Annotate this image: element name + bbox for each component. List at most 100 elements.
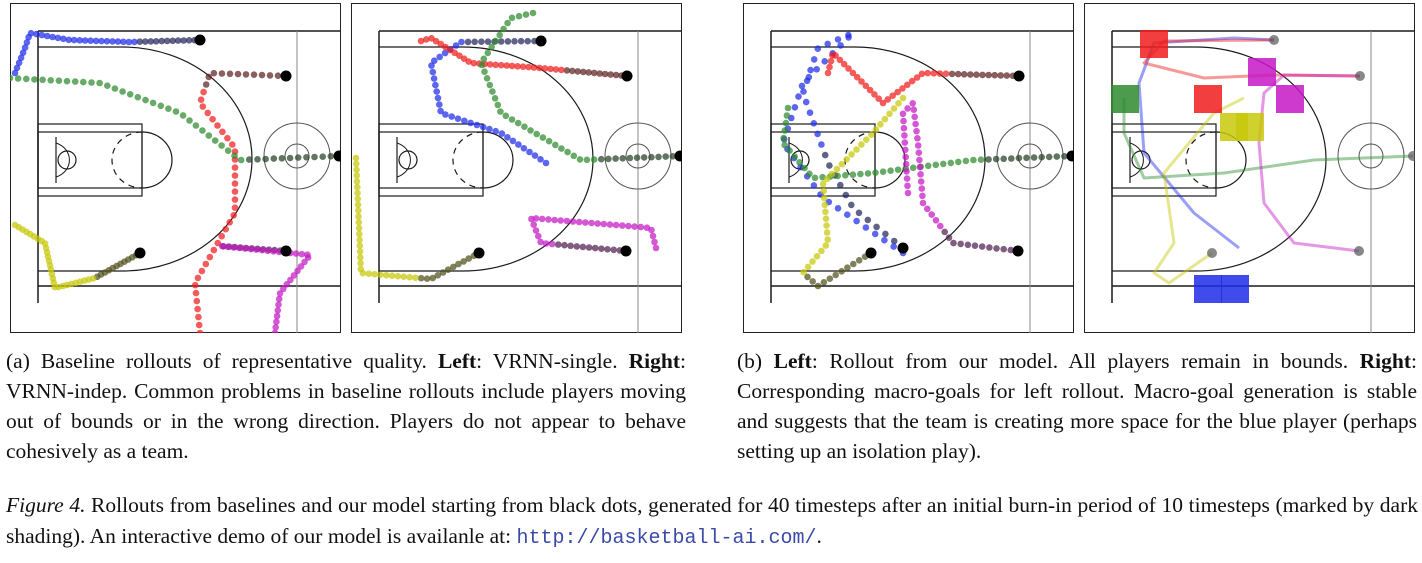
green-trajectory-point <box>879 168 887 175</box>
red-trajectory-point <box>231 188 239 195</box>
red-trajectory-point <box>826 63 833 71</box>
restricted-arc <box>788 142 803 178</box>
red-trajectory-point <box>894 88 901 96</box>
blue-trajectory-point <box>800 88 807 95</box>
green-trajectory-point <box>962 157 970 165</box>
yellow-trajectory-point <box>826 275 834 283</box>
blue-trajectory-point <box>871 230 879 238</box>
blue-trajectory-point <box>54 34 62 42</box>
magenta-trajectory-point <box>298 250 306 258</box>
red-trajectory-point <box>541 65 549 72</box>
magenta-trajectory-point <box>271 329 279 333</box>
green-macro-goal <box>1111 85 1139 113</box>
red-trajectory-point <box>258 71 266 79</box>
magenta-trajectory-point <box>924 205 931 213</box>
green-trajectory-point <box>327 153 335 160</box>
yellow-trajectory-point <box>406 273 413 281</box>
blue-path <box>1137 36 1275 250</box>
blue-trajectory-point <box>515 141 522 148</box>
green-trajectory-point <box>834 172 841 180</box>
green-trajectory-point <box>494 101 502 109</box>
red-trajectory-point <box>601 70 609 78</box>
green-trajectory-point <box>864 170 872 177</box>
yellow-trajectory-point <box>354 183 361 191</box>
magenta-trajectory-point <box>604 246 611 253</box>
demo-url-link[interactable]: http://basketball-ai.com/ <box>516 527 817 550</box>
yellow-trajectory-point <box>809 278 816 285</box>
court-plot-our-model <box>743 3 1074 333</box>
red-trajectory-point <box>198 267 206 275</box>
red-trajectory-point <box>1003 72 1011 79</box>
blue-trajectory-point <box>180 37 187 44</box>
green-trajectory-point <box>31 76 38 83</box>
magenta-trajectory-point <box>928 211 935 218</box>
magenta-trajectory-point <box>915 149 923 156</box>
caption-a-right-text: : VRNN-indep. Common problems in baselin… <box>6 349 686 463</box>
start-dot <box>1408 151 1415 161</box>
magenta-trajectory-point <box>594 220 601 227</box>
blue-trajectory-point <box>432 81 439 89</box>
red-path <box>1142 38 1361 80</box>
blue-trajectory-point <box>511 38 518 45</box>
blue-trajectory-point <box>65 36 73 44</box>
green-trajectory-point <box>605 155 612 163</box>
magenta-trajectory-point <box>899 110 907 118</box>
blue-trajectory-point <box>131 38 138 46</box>
green-trajectory-point <box>488 43 495 51</box>
magenta-trajectory-point <box>917 171 924 178</box>
green-trajectory-point <box>224 147 232 154</box>
red-trajectory-point <box>231 172 239 179</box>
magenta-trajectory-point <box>230 244 237 251</box>
yellow-trajectory-point <box>844 264 851 272</box>
green-trajectory-point <box>849 171 857 178</box>
green-trajectory-point <box>55 77 63 84</box>
yellow-trajectory-point <box>813 253 821 260</box>
green-trajectory-point <box>521 123 528 130</box>
magenta-trajectory-point <box>1007 246 1015 254</box>
yellow-trajectory-point <box>450 263 457 271</box>
magenta-trajectory-point <box>903 175 911 182</box>
yellow-trajectory-point <box>465 255 472 262</box>
red-trajectory-point <box>202 81 210 88</box>
magenta-trajectory-point <box>276 290 284 297</box>
magenta-trajectory-point <box>612 221 620 229</box>
blue-trajectory-point <box>844 211 851 218</box>
green-trajectory-point <box>508 14 516 22</box>
court-plot-macro-goals <box>1084 3 1415 333</box>
red-trajectory-point <box>827 57 835 65</box>
green-trajectory-point <box>781 141 788 149</box>
caption-a-left-label: Left <box>437 349 477 373</box>
magenta-trajectory-point <box>625 222 632 230</box>
macro-goals-panel <box>1084 3 1415 333</box>
yellow-trajectory-point <box>357 265 365 273</box>
green-trajectory-point <box>96 79 103 87</box>
green-trajectory-point <box>111 85 119 92</box>
free-throw-circle-dashed <box>111 131 143 189</box>
magenta-trajectory-point <box>545 216 552 223</box>
red-trajectory-point <box>428 35 435 42</box>
red-trajectory-point <box>858 78 865 85</box>
yellow-trajectory-point <box>822 242 830 249</box>
red-trajectory-point <box>204 109 211 117</box>
blue-trajectory-point <box>542 159 550 167</box>
green-trajectory-point <box>319 153 327 160</box>
magenta-trajectory-point <box>971 242 979 249</box>
yellow-trajectory-point <box>356 242 364 249</box>
magenta-trajectory-point <box>900 117 907 125</box>
yellow-trajectory-point <box>886 110 893 118</box>
red-trajectory-point <box>536 64 543 72</box>
green-trajectory-point <box>780 134 787 142</box>
green-trajectory-point <box>1015 154 1023 162</box>
red-trajectory-point <box>492 61 499 69</box>
blue-trajectory-point <box>484 38 492 45</box>
blue-trajectory-point <box>791 104 799 111</box>
yellow-trajectory-point <box>838 160 846 168</box>
magenta-trajectory-point <box>264 247 271 255</box>
red-trajectory-point <box>195 321 203 329</box>
blue-trajectory-point <box>11 69 19 77</box>
magenta-macro-goal <box>1248 58 1276 86</box>
blue-trajectory-point <box>537 156 544 163</box>
magenta-trajectory-point <box>901 139 909 146</box>
green-trajectory-point <box>955 158 962 166</box>
blue-trajectory-point <box>479 123 487 131</box>
